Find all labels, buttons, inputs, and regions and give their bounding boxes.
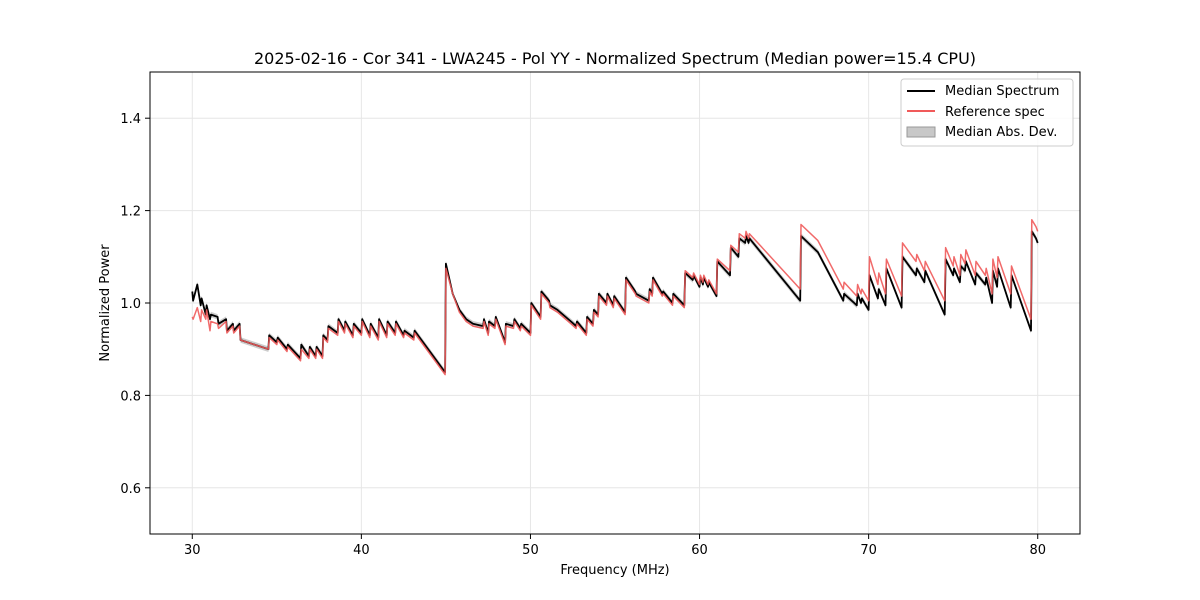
y-tick-label: 1.2 — [120, 205, 141, 220]
y-tick-label: 1.0 — [120, 297, 141, 312]
x-tick-label: 70 — [860, 543, 877, 558]
legend-mad-swatch — [906, 126, 936, 138]
y-axis-ticks: 0.6 0.8 1.0 1.2 1.4 — [120, 112, 150, 497]
y-tick-label: 0.6 — [120, 482, 141, 497]
y-axis-label: Normalized Power — [98, 244, 113, 362]
y-tick-label: 0.8 — [120, 389, 141, 404]
x-tick-label: 30 — [184, 543, 201, 558]
legend: Median Spectrum Reference spec Median Ab… — [900, 78, 1074, 147]
series-layer — [191, 219, 1039, 376]
x-tick-label: 80 — [1029, 543, 1046, 558]
chart-title: 2025-02-16 - Cor 341 - LWA245 - Pol YY -… — [254, 49, 976, 68]
x-tick-label: 40 — [353, 543, 370, 558]
legend-box — [900, 78, 1074, 147]
x-tick-label: 50 — [522, 543, 539, 558]
y-tick-label: 1.4 — [120, 112, 141, 127]
x-tick-label: 60 — [691, 543, 708, 558]
x-axis-ticks: 30 40 50 60 70 80 — [184, 534, 1046, 558]
legend-median-label: Median Spectrum — [945, 84, 1059, 99]
legend-mad-label: Median Abs. Dev. — [945, 125, 1057, 140]
x-axis-label: Frequency (MHz) — [560, 563, 669, 578]
legend-reference-label: Reference spec — [945, 105, 1045, 120]
reference-spectrum-line — [191, 219, 1039, 376]
